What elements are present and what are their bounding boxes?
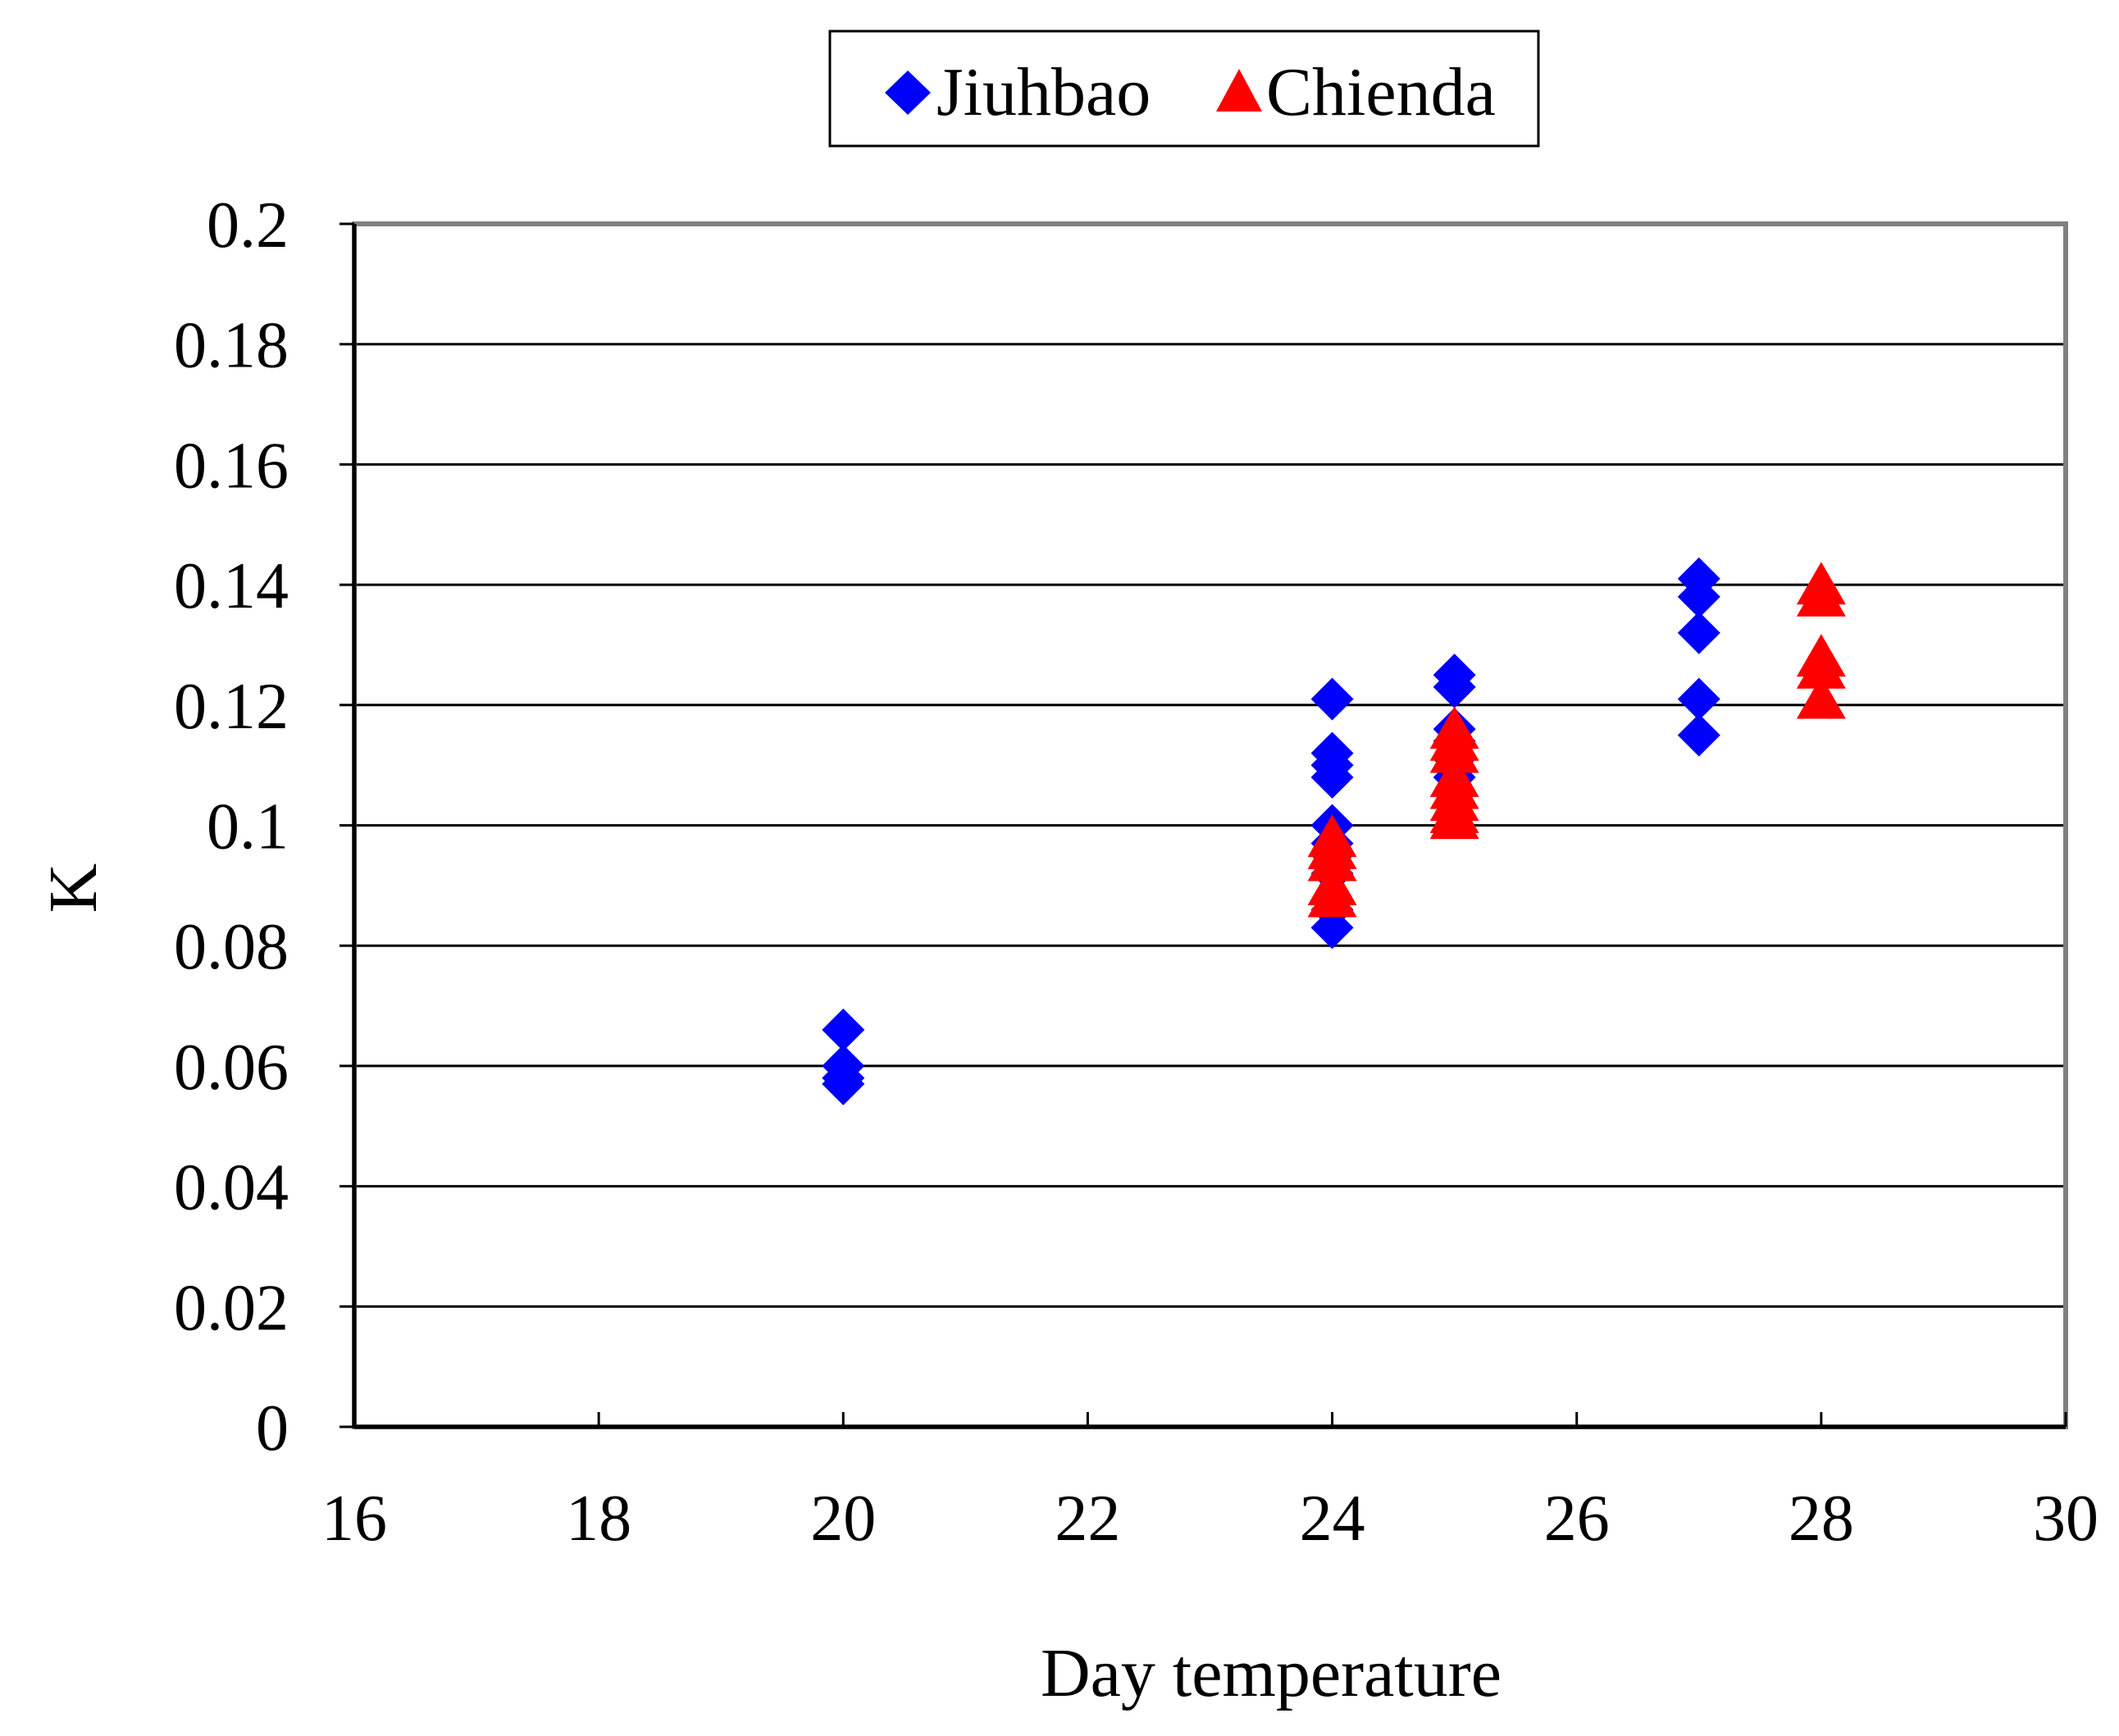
legend-label-jiuhbao: Jiuhbao	[936, 54, 1151, 130]
x-tick-label: 24	[1300, 1483, 1365, 1555]
data-point	[822, 1062, 865, 1105]
x-tick-label: 26	[1544, 1483, 1610, 1555]
y-tick-label: 0.06	[174, 1032, 289, 1104]
data-point	[1433, 665, 1476, 709]
y-tick-label: 0.04	[174, 1152, 289, 1224]
series-jiuhbao	[822, 557, 1720, 1105]
y-tick-label: 0.02	[174, 1272, 289, 1344]
y-tick-label: 0.14	[174, 550, 289, 622]
x-tick-label: 28	[1789, 1483, 1854, 1555]
data-point	[1796, 573, 1846, 617]
x-axis-ticks: 16 18 20 22 24 26 28 30	[321, 1412, 2098, 1555]
x-tick-label: 20	[810, 1483, 876, 1555]
x-axis-title: Day temperature	[1041, 1635, 1502, 1711]
data-point	[1677, 713, 1720, 757]
x-tick-label: 22	[1055, 1483, 1120, 1555]
series-layer	[822, 557, 1846, 1105]
data-point	[1677, 611, 1720, 654]
y-tick-label: 0.1	[207, 791, 289, 863]
legend-marker-chienda	[1216, 69, 1262, 112]
data-point	[1677, 575, 1720, 618]
y-axis-title: K	[35, 863, 112, 914]
legend: Jiuhbao Chienda	[828, 30, 1540, 148]
data-point	[1310, 755, 1354, 799]
y-tick-label: 0.08	[174, 911, 289, 983]
data-point	[1796, 645, 1846, 689]
data-point	[1796, 676, 1846, 719]
series-chienda	[1307, 562, 1846, 918]
x-tick-label: 16	[321, 1483, 387, 1555]
data-point	[1677, 677, 1720, 721]
data-point	[1429, 730, 1479, 773]
data-point	[1307, 838, 1357, 882]
legend-marker-jiuhbao	[885, 71, 931, 115]
x-tick-label: 18	[566, 1483, 631, 1555]
data-point	[1429, 796, 1479, 840]
y-tick-label: 0.12	[174, 671, 289, 743]
gridlines	[354, 343, 2066, 1308]
y-tick-label: 0.16	[174, 430, 289, 502]
data-point	[1310, 677, 1354, 721]
y-tick-label: 0.18	[174, 310, 289, 382]
y-tick-label: 0.2	[207, 189, 289, 262]
legend-box	[828, 30, 1540, 148]
legend-label-chienda: Chienda	[1266, 54, 1496, 130]
data-point	[822, 1008, 865, 1051]
x-tick-label: 30	[2033, 1483, 2098, 1555]
data-point	[1307, 874, 1357, 918]
y-axis-ticks: 0 0.02 0.04 0.06 0.08 0.1 0.12 0.14 0.16 0.18 0.2	[174, 189, 354, 1465]
y-tick-label: 0	[256, 1392, 289, 1465]
